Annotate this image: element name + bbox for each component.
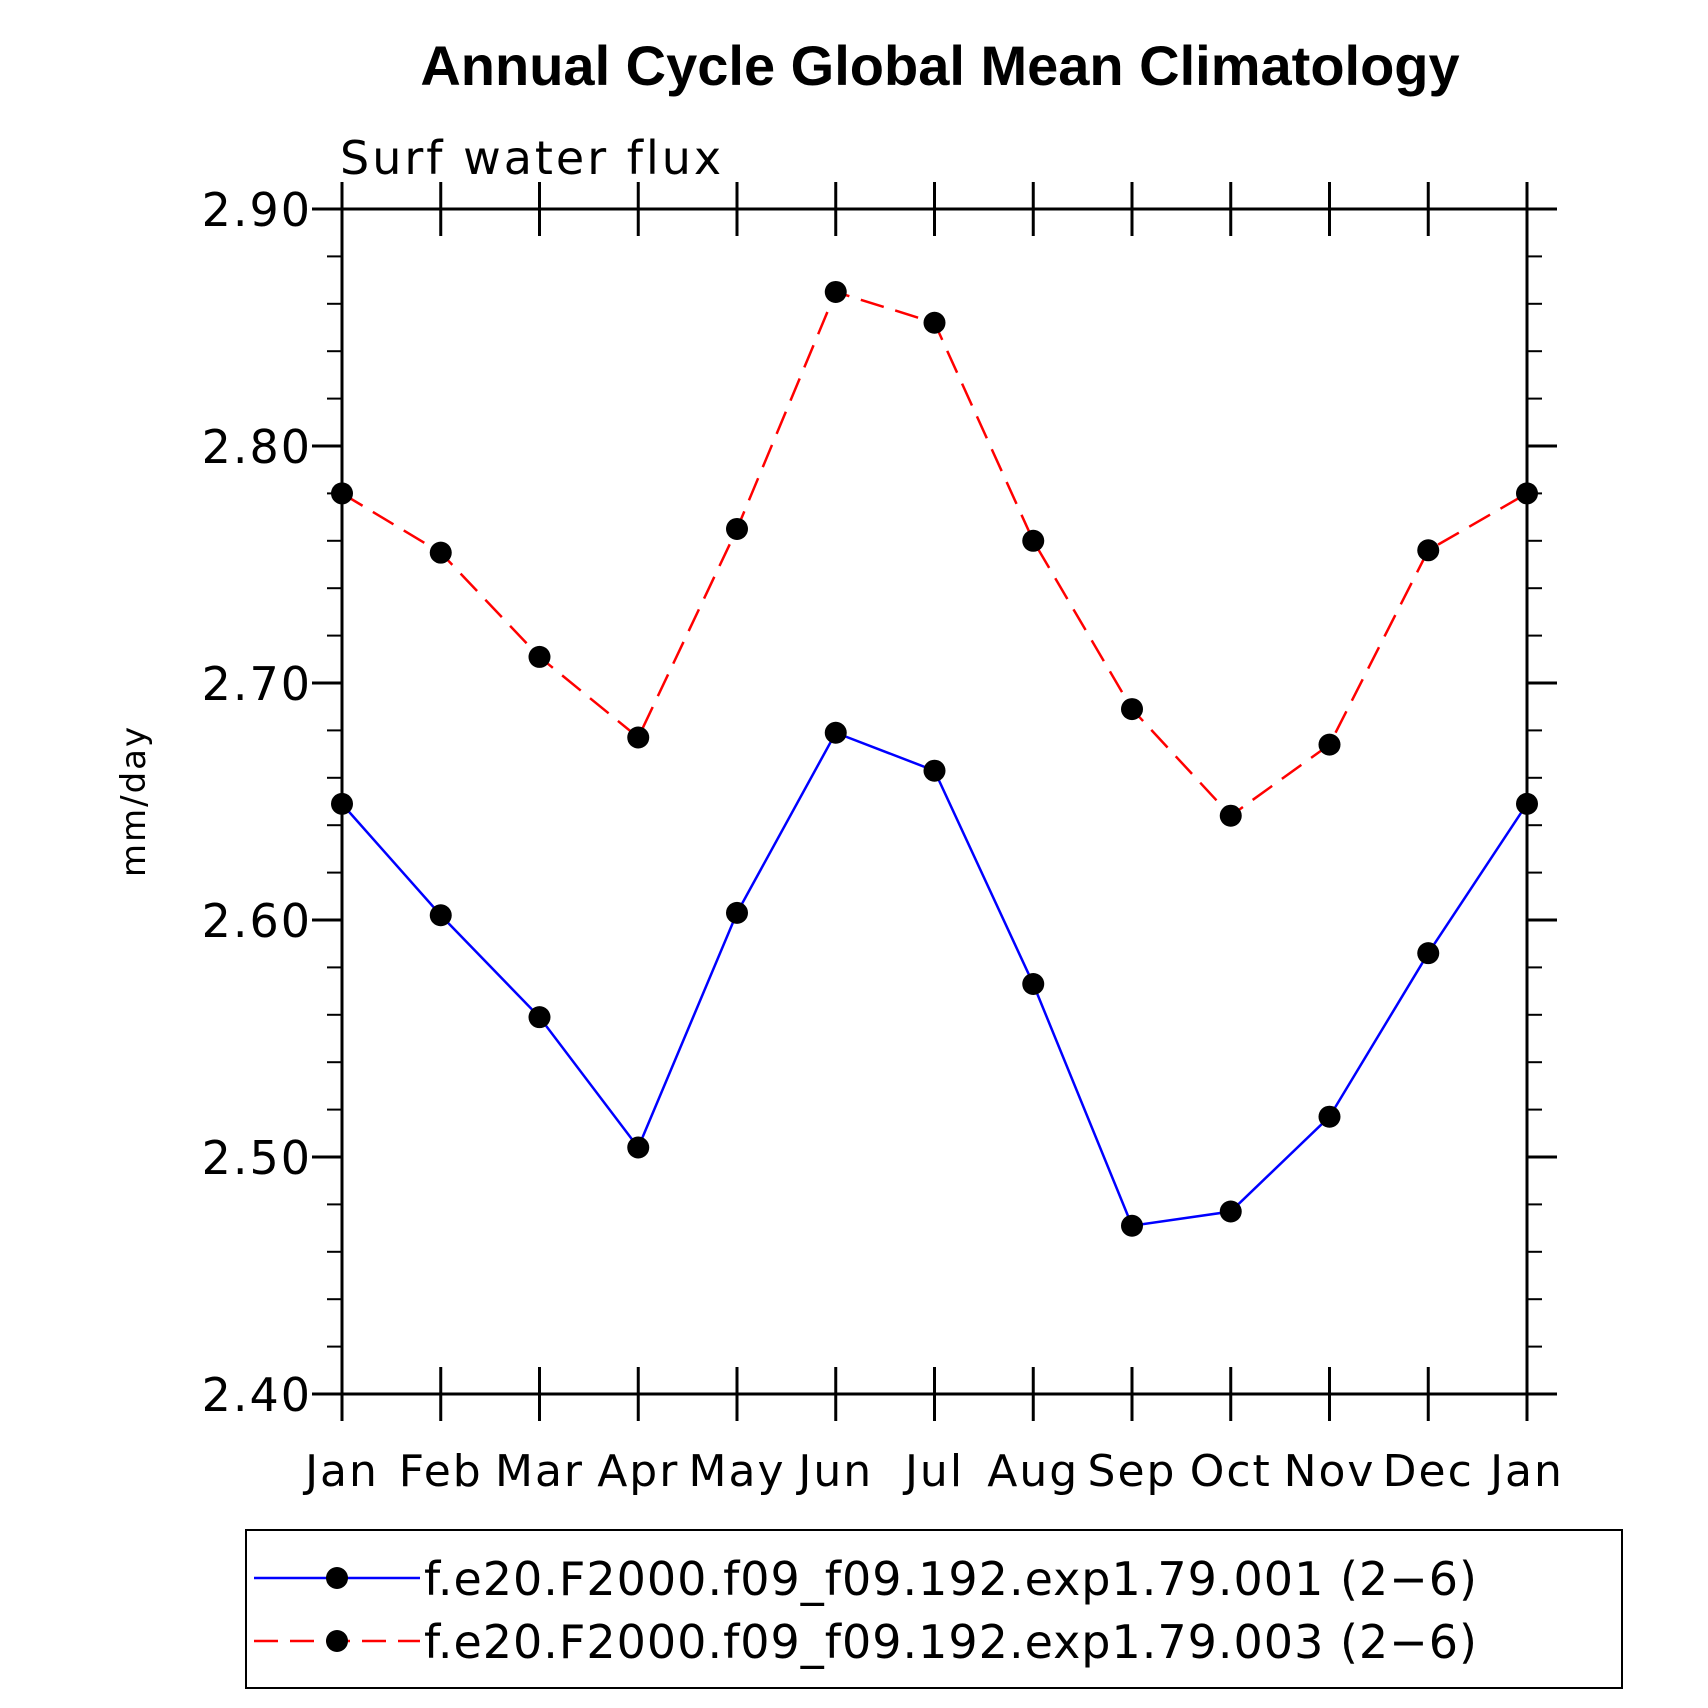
data-point-series-2 [1417, 539, 1440, 562]
x-tick-label: May [689, 1446, 786, 1497]
x-tick-label: Apr [597, 1446, 679, 1497]
data-point-series-2 [1022, 529, 1045, 552]
x-tick-label: Jan [302, 1446, 379, 1497]
data-point-series-1 [726, 901, 748, 924]
legend-label-1: f.e20.F2000.f09_f09.192.exp1.79.001 (2−6… [424, 1552, 1478, 1606]
y-tick-label: 2.90 [202, 183, 312, 237]
data-point-series-1 [1121, 1214, 1143, 1237]
data-point-series-1 [1219, 1200, 1242, 1223]
x-tick-label: Jan [1487, 1446, 1564, 1497]
x-tick-label: Jul [902, 1446, 964, 1497]
x-tick-label: Sep [1088, 1446, 1177, 1497]
y-tick-label: 2.80 [202, 420, 312, 474]
x-tick-label: Mar [495, 1446, 584, 1497]
data-point-series-1 [1022, 972, 1045, 995]
data-point-series-1 [1318, 1105, 1341, 1128]
y-tick-labels: 2.40 2.50 2.60 2.70 2.80 2.90 [202, 183, 312, 1422]
y-tick-label: 2.50 [202, 1131, 312, 1185]
data-point-series-2 [824, 280, 847, 303]
data-point-series-2 [627, 726, 650, 749]
data-point-series-1 [429, 904, 452, 927]
x-tick-label: Aug [987, 1446, 1079, 1497]
data-point-series-2 [528, 645, 551, 668]
data-point-series-1 [824, 721, 847, 744]
x-tick-label: Dec [1383, 1446, 1474, 1497]
x-tick-label: Nov [1284, 1446, 1376, 1497]
data-markers [331, 280, 1538, 1237]
chart-subtitle: Surf water flux [340, 131, 724, 185]
data-point-series-2 [726, 517, 748, 540]
y-axis-title: mm/day [114, 725, 154, 877]
legend-marker-2 [326, 1630, 348, 1652]
y-tick-label: 2.70 [202, 657, 312, 711]
plot-frame [340, 207, 1529, 1396]
data-point-series-2 [429, 541, 452, 564]
data-point-series-1 [1417, 942, 1440, 965]
x-tick-labels: Jan Feb Mar Apr May Jun Jul Aug Sep Oct Nov Dec Jan [302, 1446, 1564, 1497]
legend-marker-1 [326, 1567, 348, 1589]
y-tick-label: 2.60 [202, 894, 312, 948]
y-tick-label: 2.40 [202, 1368, 312, 1422]
chart-title: Annual Cycle Global Mean Climatology [420, 34, 1459, 97]
data-point-series-2 [923, 311, 946, 334]
legend: f.e20.F2000.f09_f09.192.exp1.79.001 (2−6… [245, 1529, 1623, 1689]
legend-entries: f.e20.F2000.f09_f09.192.exp1.79.001 (2−6… [254, 1552, 1478, 1669]
x-tick-label: Oct [1190, 1446, 1272, 1497]
data-point-series-1 [528, 1006, 551, 1029]
data-point-series-2 [1121, 698, 1143, 721]
x-tick-label: Jun [795, 1446, 873, 1497]
data-point-series-2 [1318, 733, 1341, 756]
legend-label-2: f.e20.F2000.f09_f09.192.exp1.79.003 (2−6… [424, 1615, 1478, 1669]
x-tick-label: Feb [399, 1446, 483, 1497]
data-point-series-1 [923, 759, 946, 782]
data-point-series-2 [1219, 804, 1242, 827]
legend-box [245, 1529, 1623, 1689]
data-point-series-1 [627, 1136, 650, 1159]
